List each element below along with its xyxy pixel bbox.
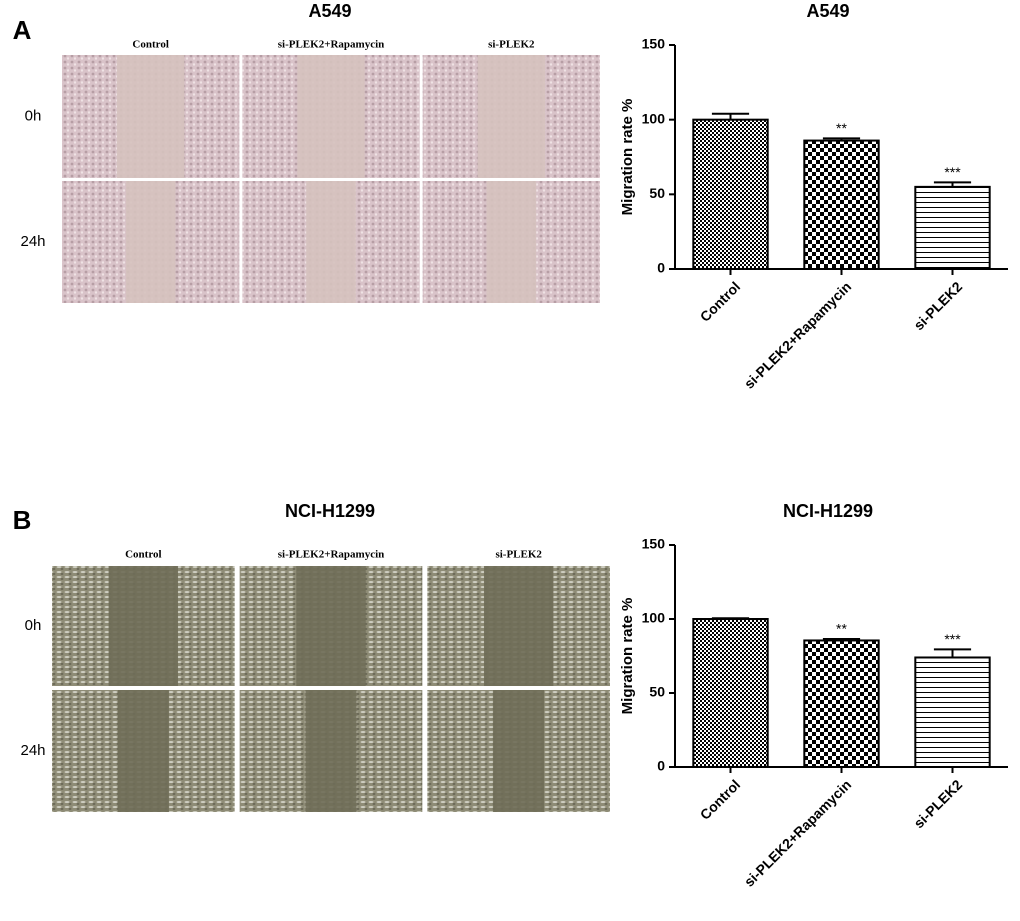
x-tick-label: si-PLEK2 <box>910 278 965 333</box>
panel-title: A549 <box>308 1 351 21</box>
x-tick-label: si-PLEK2+Rapamycin <box>741 278 854 391</box>
scratch-gap <box>108 566 179 686</box>
bar <box>692 618 769 768</box>
y-tick-label: 100 <box>642 610 666 626</box>
row-label: 0h <box>25 617 42 634</box>
panel-letter: B <box>13 505 32 535</box>
significance-label: *** <box>944 631 961 647</box>
y-tick-label: 150 <box>642 536 666 552</box>
bar <box>914 185 991 270</box>
column-label: Control <box>125 549 161 561</box>
y-tick-label: 50 <box>649 185 665 201</box>
error-bar <box>822 137 861 141</box>
scratch-gap <box>306 181 356 303</box>
scratch-gap <box>296 566 366 686</box>
chart-title: NCI-H1299 <box>783 501 873 521</box>
column-label: si-PLEK2 <box>495 549 542 561</box>
row-label: 24h <box>20 742 45 759</box>
scratch-gap <box>305 690 357 812</box>
x-tick-label: Control <box>697 278 744 325</box>
scratch-gap <box>493 690 545 812</box>
y-tick-label: 0 <box>657 758 665 774</box>
error-bar <box>711 617 750 620</box>
y-tick-label: 150 <box>642 36 666 52</box>
column-label: si-PLEK2+Rapamycin <box>278 549 385 561</box>
bar <box>803 139 880 270</box>
y-tick-label: 50 <box>649 684 665 700</box>
error-bar <box>822 637 861 641</box>
x-tick-label: si-PLEK2+Rapamycin <box>741 776 854 889</box>
y-axis-label: Migration rate % <box>619 99 636 216</box>
scratch-gap <box>116 55 185 178</box>
scratch-gap <box>117 690 169 812</box>
significance-label: *** <box>944 164 961 180</box>
bar <box>914 656 991 768</box>
scratch-gap <box>486 181 537 303</box>
x-tick-label: Control <box>697 776 744 823</box>
scratch-gap <box>483 566 554 686</box>
bar <box>692 118 769 270</box>
bar <box>803 639 880 769</box>
y-tick-label: 0 <box>657 260 665 276</box>
y-axis-label: Migration rate % <box>619 598 636 715</box>
error-bar <box>711 112 750 120</box>
column-label: Control <box>132 39 168 51</box>
scratch-gap <box>297 55 365 178</box>
panel-letter: A <box>13 15 32 45</box>
row-label: 24h <box>20 233 45 250</box>
chart-title: A549 <box>806 1 849 21</box>
column-label: si-PLEK2+Rapamycin <box>278 39 385 51</box>
significance-label: ** <box>836 621 847 637</box>
column-label: si-PLEK2 <box>488 39 535 51</box>
panel-title: NCI-H1299 <box>285 501 375 521</box>
error-bar <box>933 648 972 658</box>
significance-label: ** <box>836 120 847 136</box>
x-tick-label: si-PLEK2 <box>910 776 965 831</box>
y-tick-label: 100 <box>642 110 666 126</box>
scratch-gap <box>477 55 546 178</box>
scratch-gap <box>125 181 176 303</box>
error-bar <box>933 181 972 187</box>
row-label: 0h <box>25 107 42 124</box>
